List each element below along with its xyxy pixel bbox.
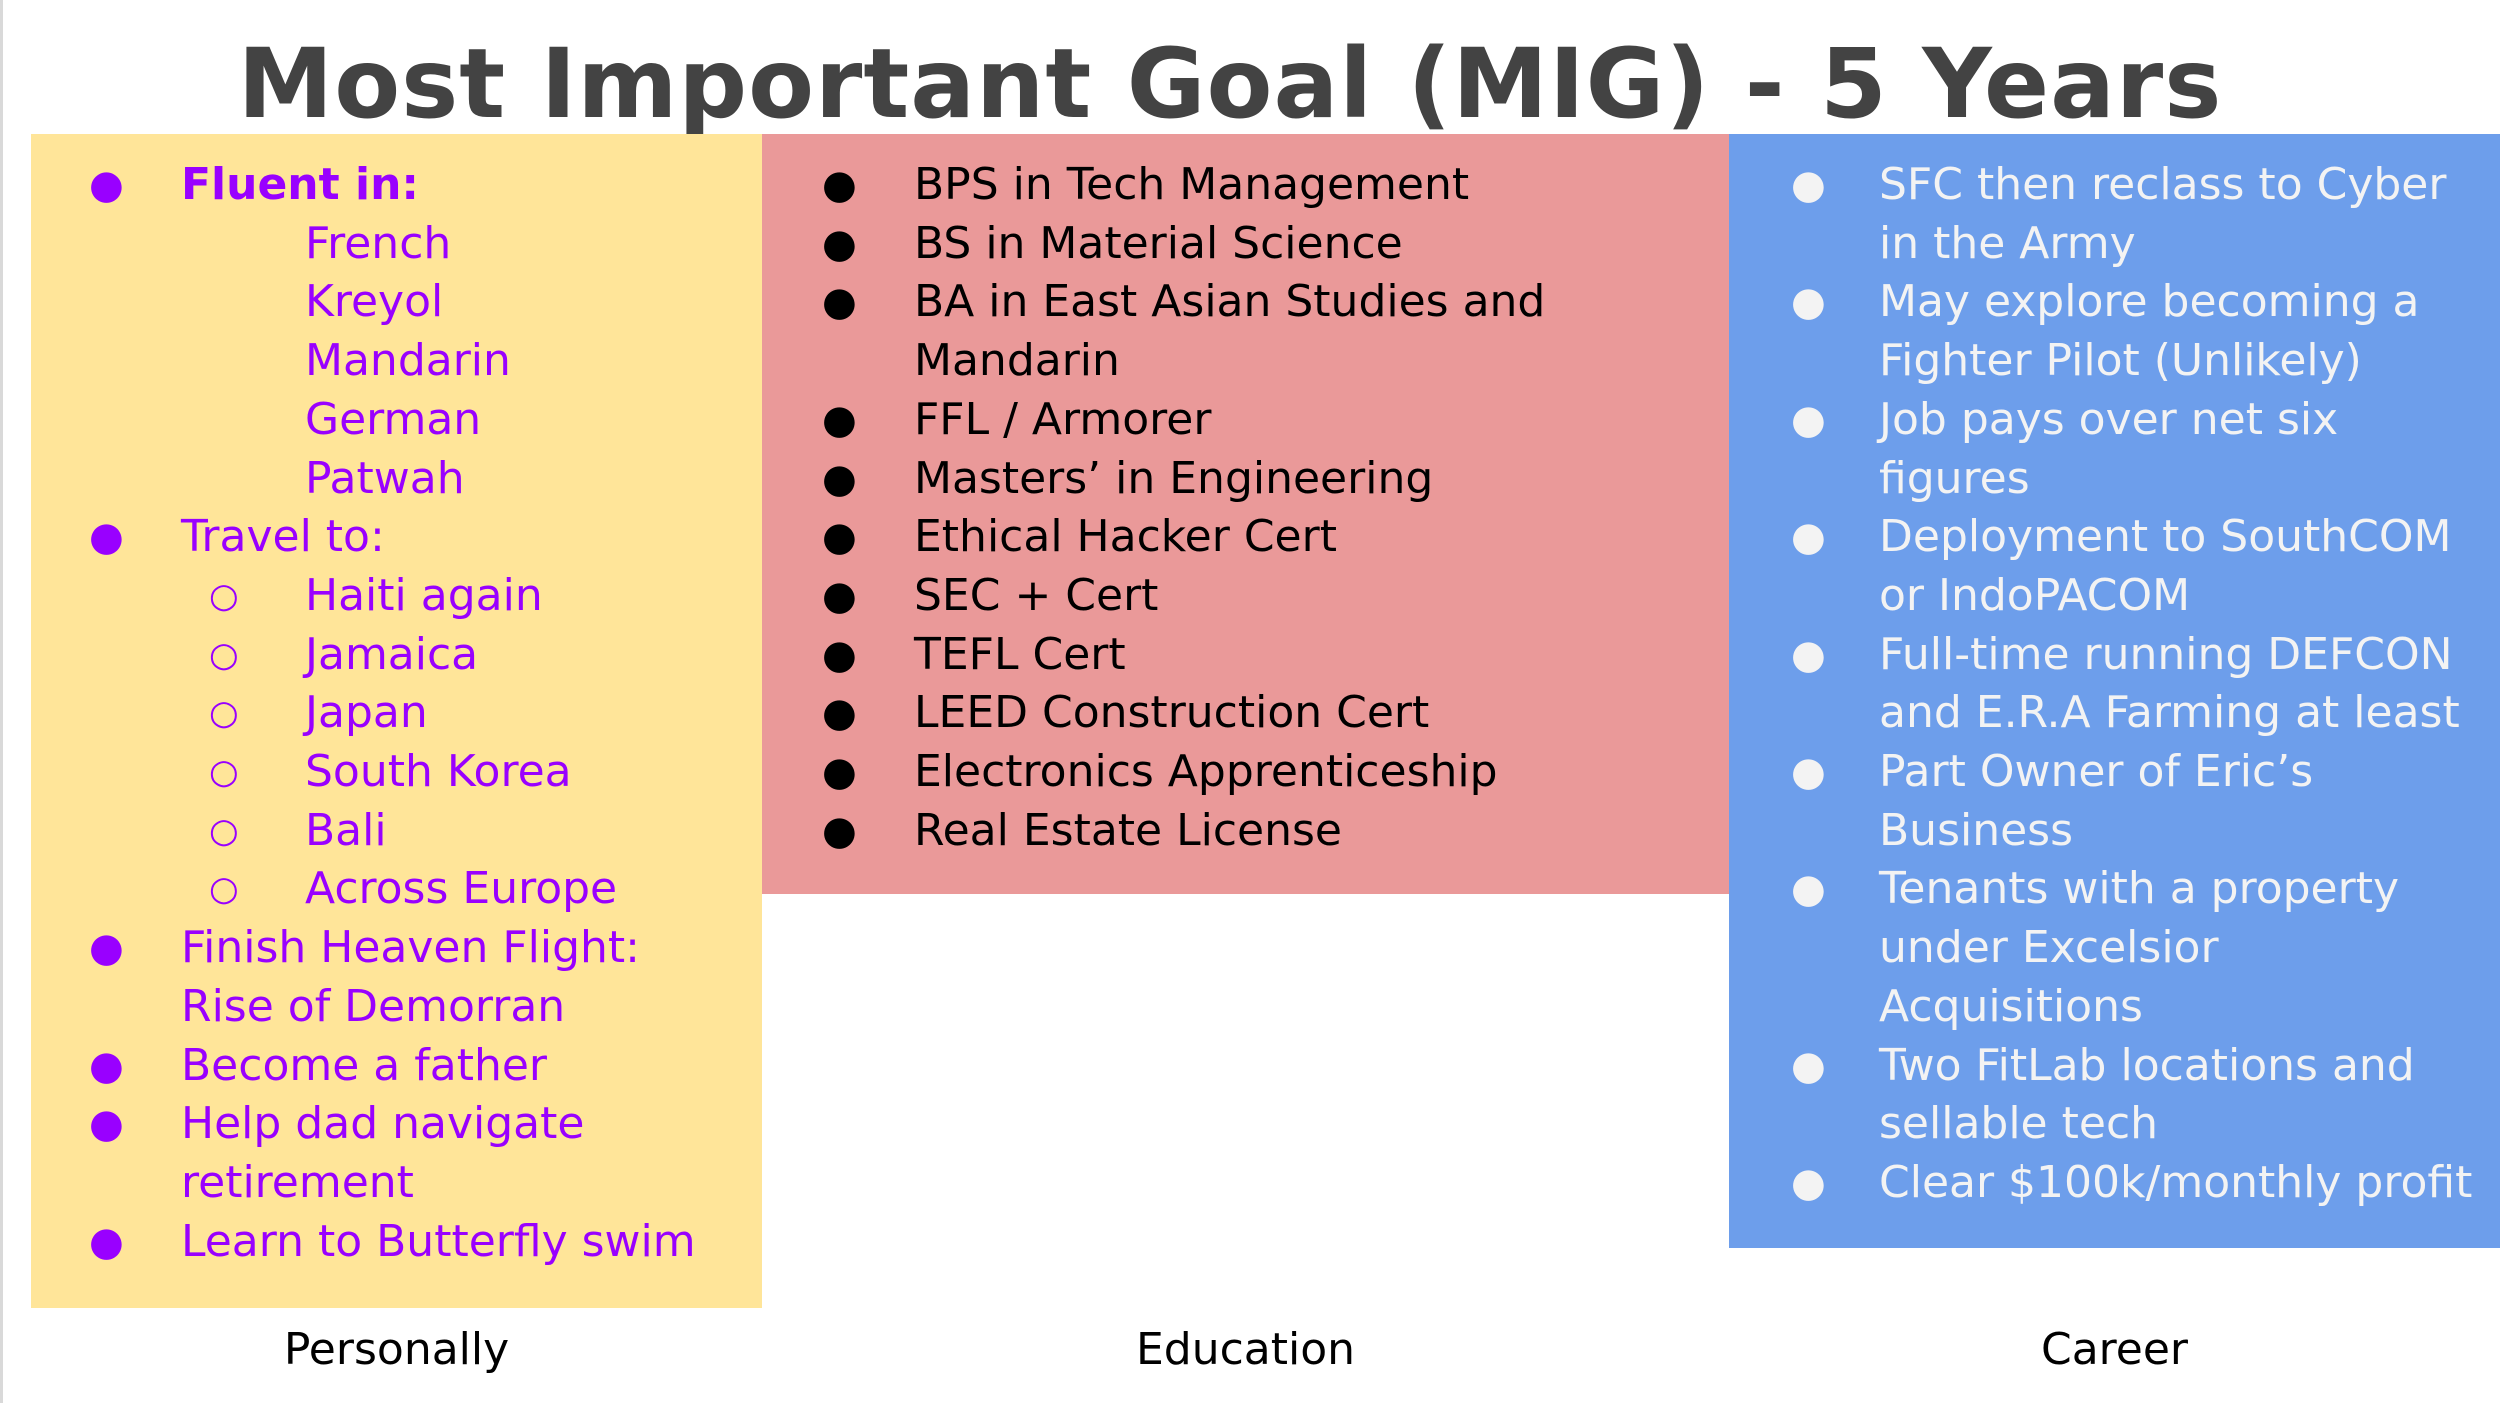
slide-title: Most Important Goal (MIG) - 5 Years: [237, 28, 2223, 140]
hollow-bullet-icon: ○: [209, 869, 239, 910]
education-column: ● BPS in Tech Management ● BS in Material …: [762, 134, 1729, 894]
bullet-icon: ●: [89, 514, 124, 561]
list-item: ● Part Owner of Eric’s: [1791, 743, 2472, 802]
bullet-icon: ●: [89, 162, 124, 208]
list-item: ● Learn to Butterfly swim: [89, 1213, 696, 1272]
list-item: ● BA in East Asian Studies and: [822, 273, 1545, 332]
career-caption: Career: [2040, 1324, 2189, 1375]
list-item: in the Army: [1879, 217, 2136, 269]
list-item: Business: [1879, 804, 2074, 856]
list-item: ● Help dad navigate: [89, 1095, 696, 1154]
hollow-bullet-icon: ○: [209, 575, 239, 616]
bullet-icon: ●: [1791, 631, 1826, 678]
list-item: and E.R.A Farming at least: [1879, 687, 2460, 739]
list-item: ● Job pays over net six: [1791, 391, 2472, 450]
list-item: ● SEC + Cert: [822, 567, 1545, 626]
list-item: under Excelsior: [1879, 922, 2219, 974]
list-item: ● LEED Construction Cert: [822, 684, 1545, 743]
list-item: ● Become a father: [89, 1037, 696, 1096]
list-item: ● Tenants with a property: [1791, 860, 2472, 919]
list-item: Mandarin: [305, 335, 511, 387]
bullet-icon: ●: [1791, 162, 1826, 208]
career-list: ● SFC then reclass to Cyber in the Army ●…: [1791, 156, 2472, 1213]
bullet-icon: ●: [1791, 279, 1826, 326]
list-item: ● Full-time running DEFCON: [1791, 626, 2472, 685]
bullet-icon: ●: [822, 220, 857, 267]
bullet-icon: ●: [822, 690, 857, 737]
bullet-icon: ●: [1791, 1042, 1826, 1089]
list-item: ● BPS in Tech Management: [822, 156, 1545, 215]
list-item: ● May explore becoming a: [1791, 273, 2472, 332]
list-item: ○ Across Europe: [89, 860, 696, 919]
bullet-icon: ●: [822, 396, 857, 443]
list-item: ● Travel to:: [89, 508, 696, 567]
list-item: ● BS in Material Science: [822, 215, 1545, 274]
personally-column: ● Fluent in: French Kreyol Mandarin Germa…: [31, 134, 762, 1308]
list-item: ● Fluent in:: [89, 156, 696, 215]
list-item: Acquisitions: [1879, 980, 2143, 1032]
bullet-icon: ●: [822, 631, 857, 678]
personally-caption: Personally: [283, 1324, 510, 1375]
list-item: ● SFC then reclass to Cyber: [1791, 156, 2472, 215]
bullet-icon: ●: [822, 514, 857, 561]
bullet-icon: ●: [1791, 396, 1826, 443]
bullet-icon: ●: [89, 1218, 124, 1265]
bullet-icon: ●: [822, 572, 857, 619]
bullet-icon: ●: [822, 279, 857, 326]
list-item: or IndoPACOM: [1879, 569, 2191, 621]
list-item: Kreyol: [305, 276, 444, 328]
list-item: figures: [1879, 452, 2030, 504]
list-item: ○ Jamaica: [89, 626, 696, 685]
bullet-icon: ●: [822, 749, 857, 796]
bullet-icon: ●: [89, 1042, 124, 1089]
list-item: ● Clear $100k/monthly profit: [1791, 1154, 2472, 1213]
education-caption: Education: [1135, 1324, 1356, 1375]
list-item: ○ Japan: [89, 684, 696, 743]
bullet-icon: ●: [1791, 1159, 1826, 1206]
list-item: Patwah: [305, 452, 465, 504]
bullet-icon: ●: [1791, 749, 1826, 796]
list-item: German: [305, 393, 482, 445]
list-item: Mandarin: [914, 335, 1120, 387]
hollow-bullet-icon: ○: [209, 634, 239, 675]
personally-list: ● Fluent in: French Kreyol Mandarin Germa…: [89, 156, 696, 1271]
list-item: ● Deployment to SouthCOM: [1791, 508, 2472, 567]
list-item: retirement: [181, 1156, 414, 1208]
bullet-icon: ●: [1791, 514, 1826, 561]
career-column: ● SFC then reclass to Cyber in the Army ●…: [1729, 134, 2500, 1248]
hollow-bullet-icon: ○: [209, 693, 239, 734]
education-list: ● BPS in Tech Management ● BS in Material …: [822, 156, 1545, 860]
list-item: ● Ethical Hacker Cert: [822, 508, 1545, 567]
list-item: ● Masters’ in Engineering: [822, 450, 1545, 509]
hollow-bullet-icon: ○: [209, 752, 239, 793]
list-item: ○ Haiti again: [89, 567, 696, 626]
list-item: Rise of Demorran: [181, 980, 566, 1032]
bullet-icon: ●: [89, 1101, 124, 1148]
list-item: ○ South Korea: [89, 743, 696, 802]
list-item: sellable tech: [1879, 1098, 2159, 1150]
bullet-icon: ●: [1791, 866, 1826, 913]
bullet-icon: ●: [822, 807, 857, 854]
bullet-icon: ●: [822, 455, 857, 502]
list-item: ● Two FitLab locations and: [1791, 1037, 2472, 1096]
list-item: Fighter Pilot (Unlikely): [1879, 335, 2362, 387]
list-item: ● Electronics Apprenticeship: [822, 743, 1545, 802]
bullet-icon: ●: [89, 925, 124, 972]
list-item: ● TEFL Cert: [822, 626, 1545, 685]
list-item: French: [305, 217, 452, 269]
list-item: ● Finish Heaven Flight:: [89, 919, 696, 978]
hollow-bullet-icon: ○: [209, 810, 239, 851]
list-item: ● FFL / Armorer: [822, 391, 1545, 450]
bullet-icon: ●: [822, 162, 857, 208]
list-item: ● Real Estate License: [822, 802, 1545, 861]
list-item: ○ Bali: [89, 802, 696, 861]
slide-left-edge: [0, 0, 3, 1403]
